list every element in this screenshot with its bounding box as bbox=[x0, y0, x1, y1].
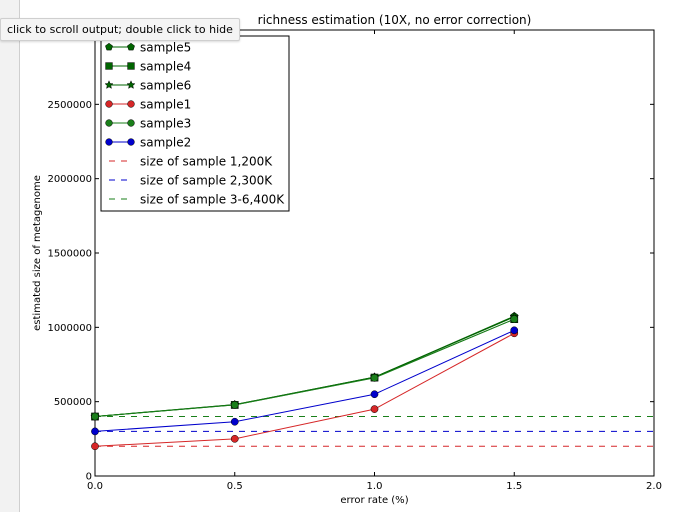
y-tick-label: 0 bbox=[86, 472, 92, 483]
legend-entry: sample6 bbox=[140, 79, 191, 93]
legend-marker bbox=[105, 138, 113, 146]
chart-title: richness estimation (10X, no error corre… bbox=[258, 13, 532, 27]
legend-marker bbox=[127, 62, 135, 70]
y-tick-label: 1500000 bbox=[47, 249, 92, 260]
x-tick-label: 0.0 bbox=[87, 481, 103, 492]
legend-marker bbox=[104, 80, 114, 89]
data-point-sample2 bbox=[370, 390, 379, 399]
y-tick-label: 1000000 bbox=[47, 323, 92, 334]
x-tick-label: 1.5 bbox=[506, 481, 522, 492]
y-tick-label: 2500000 bbox=[47, 100, 92, 111]
series-line-sample6 bbox=[94, 316, 515, 418]
data-point-sample1 bbox=[91, 442, 99, 451]
legend-marker bbox=[105, 42, 113, 51]
legend-marker bbox=[127, 119, 135, 127]
series-line-sample1 bbox=[94, 332, 515, 447]
legend-entry: size of sample 2,300K bbox=[140, 174, 273, 188]
data-point-sample3 bbox=[370, 374, 379, 382]
data-point-sample2 bbox=[510, 326, 519, 335]
legend-marker bbox=[126, 80, 136, 89]
output-gutter[interactable] bbox=[0, 0, 20, 512]
y-tick-label: 2000000 bbox=[47, 174, 92, 185]
data-point-sample1 bbox=[230, 434, 239, 443]
x-axis-label: error rate (%) bbox=[340, 495, 408, 506]
x-tick-label: 0.5 bbox=[227, 481, 243, 492]
legend-entry: size of sample 3-6,400K bbox=[140, 193, 285, 207]
legend-entry: sample2 bbox=[140, 136, 191, 150]
data-point-sample3 bbox=[230, 401, 239, 409]
legend-marker bbox=[127, 100, 135, 108]
legend-entry: size of sample 1,200K bbox=[140, 155, 273, 169]
data-point-sample3 bbox=[510, 315, 519, 324]
data-point-sample1 bbox=[370, 405, 379, 413]
legend-marker bbox=[105, 119, 113, 127]
series-line-sample5 bbox=[94, 315, 515, 418]
legend-marker bbox=[127, 138, 135, 146]
data-point-sample3 bbox=[91, 412, 99, 421]
legend-marker bbox=[105, 100, 113, 108]
x-tick-label: 2.0 bbox=[646, 481, 662, 492]
legend-entry: sample3 bbox=[140, 117, 191, 131]
scroll-output-tooltip[interactable]: click to scroll output; double click to … bbox=[0, 18, 240, 41]
data-point-sample2 bbox=[91, 427, 99, 436]
series-line-sample2 bbox=[94, 329, 515, 432]
series-line-sample3 bbox=[94, 318, 515, 418]
legend-marker bbox=[127, 42, 135, 51]
data-point-sample2 bbox=[230, 417, 239, 426]
legend-entry: sample4 bbox=[140, 60, 191, 74]
legend-marker bbox=[105, 62, 113, 70]
legend: sample5 sample4 sample6 sample1 sample3 sampl… bbox=[100, 35, 290, 212]
y-tick-label: 500000 bbox=[54, 397, 92, 408]
x-tick-label: 1.0 bbox=[367, 481, 383, 492]
legend-entry: sample1 bbox=[140, 98, 191, 112]
legend-entry: sample5 bbox=[140, 41, 191, 55]
y-axis-label: estimated size of metagenome bbox=[32, 175, 43, 331]
